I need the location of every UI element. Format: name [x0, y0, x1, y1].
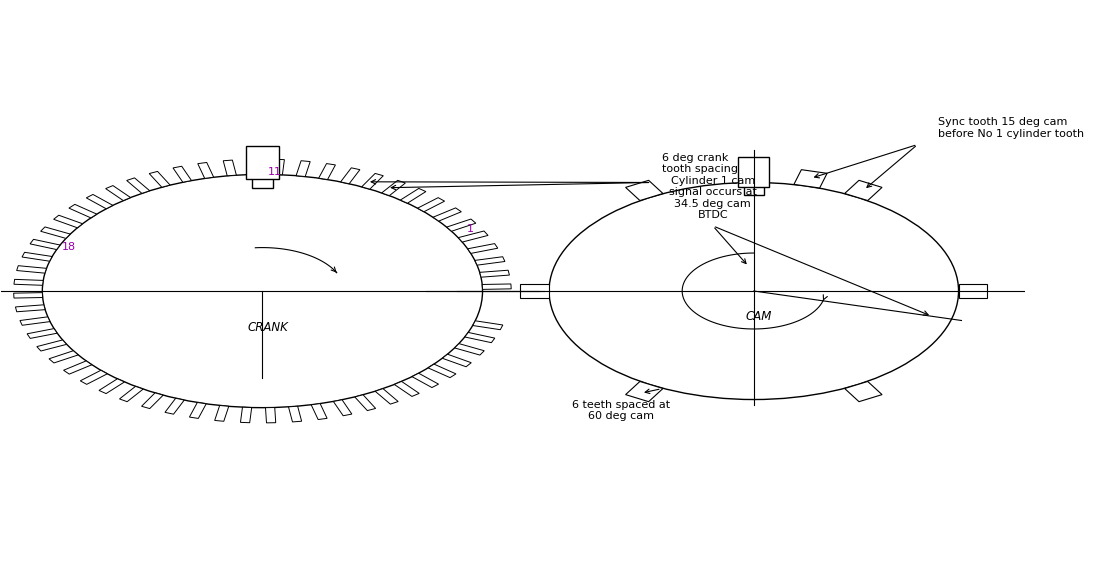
Polygon shape — [428, 364, 456, 378]
Polygon shape — [120, 386, 143, 402]
Text: CAM: CAM — [746, 310, 772, 323]
Polygon shape — [442, 354, 471, 367]
Polygon shape — [376, 389, 399, 404]
Text: CRANK: CRANK — [247, 321, 288, 334]
Polygon shape — [844, 381, 882, 402]
Polygon shape — [433, 208, 461, 221]
Text: 18: 18 — [61, 243, 76, 253]
Polygon shape — [30, 239, 60, 250]
Polygon shape — [215, 406, 228, 421]
Polygon shape — [80, 370, 108, 384]
Text: Cylinder 1 cam
signal occurs at
34.5 deg cam
BTDC: Cylinder 1 cam signal occurs at 34.5 deg… — [669, 176, 757, 221]
Polygon shape — [64, 361, 92, 374]
Polygon shape — [447, 219, 475, 231]
Polygon shape — [289, 406, 302, 422]
Polygon shape — [401, 189, 426, 203]
Polygon shape — [20, 317, 51, 325]
Polygon shape — [480, 270, 509, 277]
Polygon shape — [626, 381, 663, 402]
Polygon shape — [473, 321, 503, 329]
Polygon shape — [311, 403, 327, 420]
Polygon shape — [394, 381, 419, 396]
Polygon shape — [455, 343, 484, 355]
Polygon shape — [69, 204, 97, 218]
Text: 1: 1 — [467, 223, 473, 233]
Polygon shape — [296, 161, 310, 176]
Polygon shape — [41, 227, 70, 239]
Polygon shape — [126, 178, 149, 193]
Polygon shape — [266, 407, 276, 423]
Polygon shape — [340, 168, 360, 184]
Polygon shape — [13, 293, 43, 298]
Polygon shape — [16, 266, 46, 273]
Text: 6 deg crank
tooth spacing: 6 deg crank tooth spacing — [662, 152, 738, 175]
Text: 11: 11 — [268, 167, 282, 177]
Polygon shape — [464, 332, 495, 343]
Polygon shape — [334, 400, 351, 416]
Polygon shape — [482, 284, 512, 289]
Polygon shape — [198, 162, 214, 179]
Polygon shape — [417, 198, 445, 212]
Polygon shape — [412, 373, 438, 388]
Polygon shape — [474, 257, 505, 265]
Polygon shape — [249, 159, 259, 175]
Polygon shape — [54, 215, 82, 228]
Polygon shape — [87, 194, 113, 209]
Text: Sync tooth 15 deg cam
before No 1 cylinder tooth: Sync tooth 15 deg cam before No 1 cylind… — [938, 118, 1084, 139]
Polygon shape — [382, 180, 405, 196]
Bar — [739, 157, 770, 187]
Polygon shape — [37, 340, 67, 351]
Polygon shape — [149, 172, 170, 187]
Bar — [743, 186, 764, 196]
Polygon shape — [273, 159, 284, 175]
Polygon shape — [165, 398, 184, 414]
Polygon shape — [14, 279, 43, 285]
Polygon shape — [468, 244, 497, 253]
Polygon shape — [15, 305, 45, 312]
Polygon shape — [458, 231, 488, 242]
Polygon shape — [361, 173, 383, 189]
Polygon shape — [27, 329, 57, 338]
Polygon shape — [173, 166, 191, 182]
Polygon shape — [794, 170, 827, 188]
Polygon shape — [626, 180, 663, 201]
Bar — [253, 178, 272, 189]
Polygon shape — [49, 351, 78, 363]
Polygon shape — [105, 186, 131, 201]
Polygon shape — [22, 253, 52, 261]
Polygon shape — [190, 403, 206, 418]
Polygon shape — [142, 393, 164, 409]
Polygon shape — [844, 180, 882, 201]
Polygon shape — [240, 407, 251, 423]
Polygon shape — [318, 164, 336, 179]
Text: 6 teeth spaced at
60 deg cam: 6 teeth spaced at 60 deg cam — [572, 399, 670, 421]
Polygon shape — [520, 284, 549, 298]
Polygon shape — [223, 160, 236, 176]
Bar — [246, 146, 279, 179]
Polygon shape — [99, 379, 124, 393]
Polygon shape — [355, 395, 376, 410]
Polygon shape — [959, 284, 987, 298]
